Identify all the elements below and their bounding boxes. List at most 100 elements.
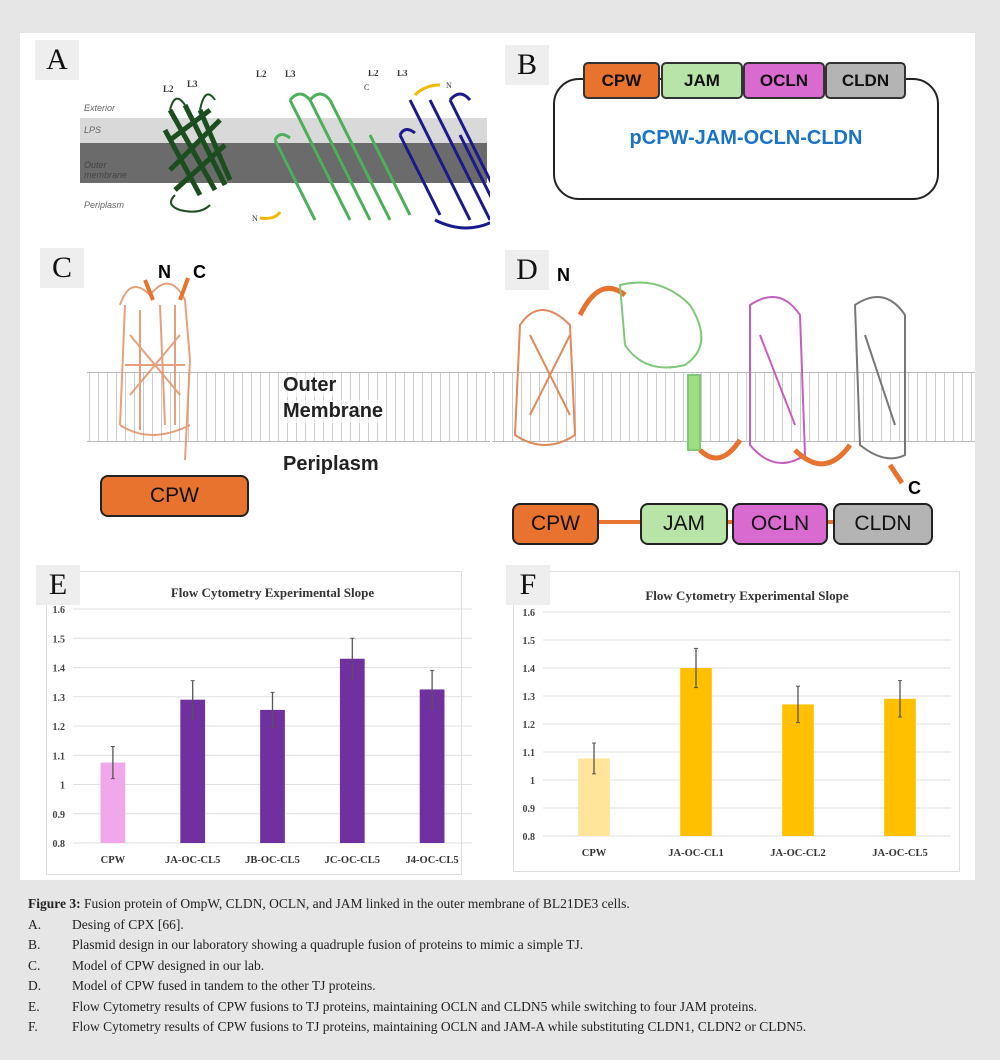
- chart-f-frame: [513, 571, 960, 872]
- gene-cldn: CLDN: [825, 62, 906, 99]
- barrel-3d-icon: [162, 93, 233, 213]
- plasmid-name: pCPW-JAM-OCLN-CLDN: [629, 127, 863, 149]
- bar: [180, 699, 206, 843]
- layer-periplasm: Periplasm: [84, 200, 125, 210]
- caption-item: C. Model of CPW designed in our lab.: [28, 956, 978, 977]
- d-gene-cpw: CPW: [512, 503, 599, 545]
- y-tick-label: 1: [60, 781, 65, 792]
- caption-item-key: B.: [28, 937, 41, 952]
- outer-label: Outer: [283, 374, 337, 397]
- caption-item-text: Desing of CPX [66].: [72, 916, 184, 932]
- caption-item: F. Flow Cytometry results of CPW fusions …: [28, 1017, 978, 1038]
- figure-caption: Figure 3: Fusion protein of OmpW, CLDN, …: [28, 894, 978, 1038]
- c-terminus-label: C: [193, 262, 206, 282]
- x-tick-label: JC-OC-CL5: [325, 855, 380, 866]
- y-tick-label: 1.5: [523, 636, 536, 647]
- svg-text:C: C: [364, 83, 369, 92]
- caption-item-key: C.: [28, 957, 41, 973]
- caption-item: A. Desing of CPX [66].: [28, 915, 978, 936]
- bar: [339, 658, 365, 843]
- loop-l3-label: L3: [187, 79, 198, 89]
- svg-text:N: N: [252, 214, 258, 223]
- svg-text:C: C: [338, 229, 343, 230]
- y-tick-label: 0.9: [53, 810, 66, 821]
- topology-blue-icon: [398, 92, 490, 230]
- caption-item-key: E.: [28, 998, 40, 1014]
- caption-item: D. Model of CPW fused in tandem to the ot…: [28, 976, 978, 997]
- bar: [782, 704, 814, 836]
- y-tick-label: 1.3: [523, 692, 536, 703]
- svg-text:L3: L3: [285, 70, 296, 79]
- caption-item-text: Flow Cytometry results of CPW fusions to…: [72, 1019, 807, 1034]
- bar: [260, 709, 285, 843]
- layer-exterior: Exterior: [84, 103, 116, 113]
- svg-text:L2: L2: [368, 70, 379, 78]
- y-tick-label: 0.9: [523, 804, 536, 815]
- caption-item-text: Model of CPW designed in our lab.: [72, 957, 265, 973]
- y-tick-label: 0.8: [53, 839, 66, 850]
- lps-band: [80, 118, 487, 143]
- x-tick-label: CPW: [582, 848, 607, 859]
- y-tick-label: 1.1: [53, 751, 66, 762]
- caption-text: Fusion protein of OmpW, CLDN, OCLN, and …: [80, 896, 630, 911]
- y-tick-label: 1.6: [523, 608, 536, 619]
- svg-text:L3: L3: [397, 70, 408, 78]
- panel-label-f: F: [506, 565, 550, 605]
- x-tick-label: JB-OC-CL5: [245, 855, 300, 866]
- gene-ocln: OCLN: [743, 62, 825, 99]
- layer-outer-membrane: Outer membrane: [84, 160, 128, 180]
- loop-l2-label: L2: [163, 84, 174, 94]
- bar: [680, 668, 712, 836]
- panel-label-b: B: [505, 45, 549, 85]
- y-tick-label: 1.1: [523, 748, 536, 759]
- chart-e-frame: [46, 571, 462, 875]
- panel-label-e: E: [36, 565, 80, 605]
- y-tick-label: 1.5: [53, 634, 66, 645]
- y-tick-label: 1.2: [53, 722, 66, 733]
- gene-cpw: CPW: [583, 62, 660, 99]
- caption-item: E. Flow Cytometry results of CPW fusions …: [28, 997, 978, 1018]
- bar: [884, 698, 916, 836]
- chart-e: Flow Cytometry Experimental Slope 0.8 0.9 1…: [53, 585, 472, 866]
- y-tick-label: 1: [530, 776, 535, 787]
- fusion-structure-icon: [513, 281, 906, 485]
- caption-title: Figure 3:: [28, 896, 81, 911]
- d-n-terminus-label: N: [557, 265, 570, 285]
- cpw-structure-icon: [119, 277, 192, 461]
- y-tick-label: 1.2: [523, 720, 536, 731]
- x-tick-label: JA-OC-CL5: [165, 855, 220, 866]
- y-tick-label: 1.4: [523, 664, 536, 675]
- bar: [419, 689, 445, 843]
- d-gene-cldn: CLDN: [833, 503, 933, 545]
- d-gene-jam: JAM: [640, 503, 728, 545]
- caption-item-text: Plasmid design in our laboratory showing…: [72, 937, 584, 952]
- y-tick-label: 1.6: [53, 605, 66, 616]
- panel-label-d: D: [505, 250, 549, 290]
- beta-barrel-diagrams: L2 L3 L2 L3 L2 L3 N C C N: [162, 70, 490, 230]
- chart-f: Flow Cytometry Experimental Slope 0.8 0.9 1…: [523, 588, 951, 859]
- caption-item-key: D.: [28, 978, 42, 993]
- caption-item: B. Plasmid design in our laboratory showi…: [28, 935, 978, 956]
- membrane-label: Membrane: [283, 400, 384, 423]
- gene-jam: JAM: [661, 62, 743, 99]
- periplasm-label: Periplasm: [283, 453, 379, 475]
- cpw-box: CPW: [100, 475, 249, 517]
- x-tick-label: JA-OC-CL5: [872, 848, 927, 859]
- x-tick-label: JA-OC-CL2: [770, 848, 825, 859]
- panel-label-a: A: [35, 40, 79, 80]
- panel-label-c: C: [40, 248, 84, 288]
- svg-text:L2: L2: [256, 70, 267, 79]
- chart-title: Flow Cytometry Experimental Slope: [171, 585, 375, 600]
- y-tick-label: 1.3: [53, 693, 66, 704]
- y-tick-label: 1.4: [53, 664, 66, 675]
- y-tick-label: 0.8: [523, 832, 536, 843]
- caption-item-key: A.: [28, 916, 42, 932]
- x-tick-label: J4-OC-CL5: [406, 855, 459, 866]
- caption-item-text: Model of CPW fused in tandem to the othe…: [72, 978, 376, 993]
- d-gene-ocln: OCLN: [732, 503, 828, 545]
- chart-title: Flow Cytometry Experimental Slope: [645, 588, 849, 603]
- caption-item-key: F.: [28, 1019, 38, 1034]
- n-terminus-label: N: [158, 262, 171, 282]
- svg-text:N: N: [446, 81, 452, 90]
- d-c-terminus-label: C: [908, 478, 921, 498]
